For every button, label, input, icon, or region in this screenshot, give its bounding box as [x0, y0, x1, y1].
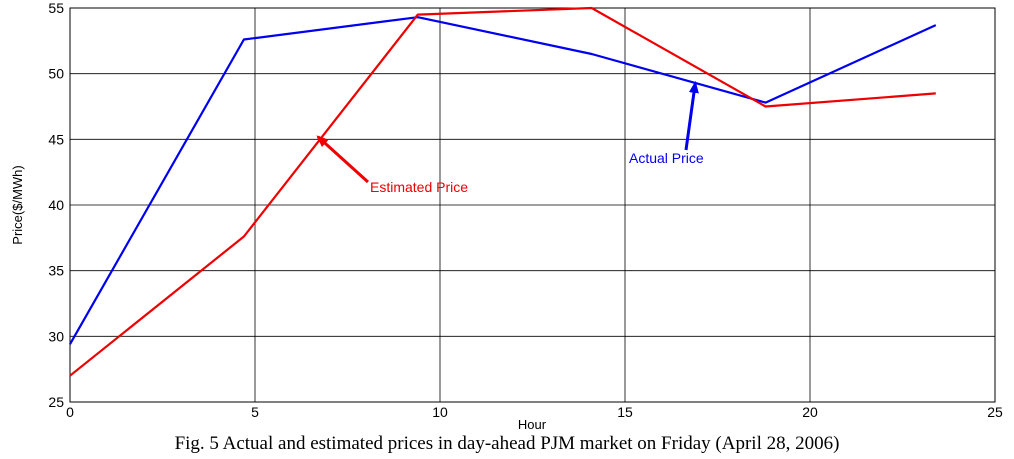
y-tick-label: 50	[48, 66, 64, 82]
annotations: Estimated Price Actual Price	[316, 80, 704, 195]
actual-price-annotation: Actual Price	[629, 150, 704, 166]
actual-price-line	[69, 16, 937, 345]
x-tick-label: 5	[251, 404, 259, 420]
x-tick-label: 25	[987, 404, 1003, 420]
y-tick-label: 55	[48, 0, 64, 16]
estimated-price-arrow	[316, 135, 370, 184]
figure-caption: Fig. 5 Actual and estimated prices in da…	[174, 433, 840, 454]
actual-price-arrow	[684, 80, 699, 151]
x-ticks: 0 5 10 15 20 25	[66, 404, 1003, 420]
y-tick-label: 35	[48, 263, 64, 279]
y-ticks: 25 30 35 40 45 50 55	[48, 0, 64, 410]
estimated-price-line	[69, 6, 936, 377]
y-axis-label: Price($/MWh)	[10, 165, 25, 244]
y-tick-label: 30	[48, 328, 64, 344]
series-lines	[69, 6, 937, 377]
x-tick-label: 10	[432, 404, 448, 420]
y-tick-label: 45	[48, 131, 64, 147]
price-chart: 25 30 35 40 45 50 55 0 5 10 15 20 25 Estimated Pric…	[10, 0, 1003, 432]
x-tick-label: 15	[617, 404, 633, 420]
x-tick-label: 0	[66, 404, 74, 420]
y-tick-label: 40	[48, 197, 64, 213]
y-tick-label: 25	[48, 394, 64, 410]
x-tick-label: 20	[802, 404, 818, 420]
x-axis-label: Hour	[518, 417, 547, 432]
estimated-price-annotation: Estimated Price	[370, 179, 468, 195]
